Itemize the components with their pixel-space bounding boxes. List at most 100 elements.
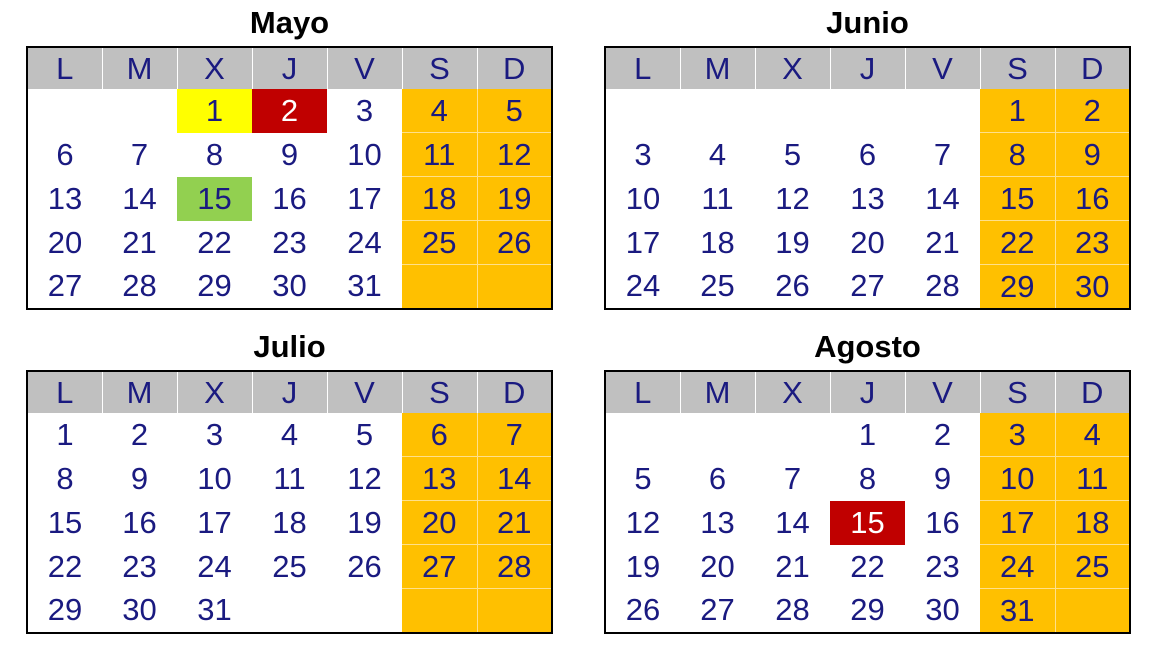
- day-cell: 9: [102, 456, 177, 501]
- day-cell: 20: [27, 220, 102, 265]
- day-cell: 5: [605, 456, 680, 501]
- day-cell: 25: [402, 220, 478, 265]
- month-grid: L M X J V S D 1 2 3 4 5 6 7 8 9 10 11 12 13 14 15 16 17 18 19 20 21…: [26, 46, 553, 310]
- month-title: Julio: [253, 329, 326, 364]
- day-cell: 27: [27, 264, 102, 309]
- day-cell: 10: [605, 176, 680, 221]
- weekday-header: D: [477, 371, 552, 413]
- day-cell: 26: [755, 264, 830, 309]
- week-row: 29 30 31: [27, 588, 552, 633]
- day-cell: 14: [102, 176, 177, 221]
- weekday-header: M: [102, 371, 178, 413]
- day-cell: 27: [402, 544, 478, 589]
- empty-day-cell: [755, 413, 830, 457]
- day-cell: 10: [327, 132, 402, 177]
- week-row: 27 28 29 30 31: [27, 264, 552, 309]
- day-cell: 22: [27, 544, 102, 589]
- day-cell: 31: [177, 588, 252, 633]
- day-cell: 17: [177, 500, 252, 545]
- day-cell: 25: [252, 544, 327, 589]
- week-row: 22 23 24 25 26 27 28: [27, 544, 552, 589]
- empty-day-cell: [402, 588, 478, 633]
- weekday-header: D: [1055, 371, 1130, 413]
- day-cell: 23: [252, 220, 327, 265]
- day-cell: 18: [252, 500, 327, 545]
- day-cell: 23: [102, 544, 177, 589]
- empty-day-cell: [905, 89, 980, 133]
- day-cell: 20: [680, 544, 755, 589]
- day-cell: 8: [830, 456, 905, 501]
- day-cell: 11: [252, 456, 327, 501]
- week-row: 24 25 26 27 28 29 30: [605, 264, 1130, 309]
- weekday-header: L: [605, 371, 681, 413]
- day-cell: 28: [755, 588, 830, 633]
- weekday-header: M: [680, 371, 756, 413]
- week-row: 5 6 7 8 9 10 11: [605, 456, 1130, 501]
- empty-day-cell: [830, 89, 905, 133]
- day-cell: 7: [755, 456, 830, 501]
- day-cell: 7: [905, 132, 980, 177]
- month-mayo: Mayo L M X J V S D 1 2 3 4 5 6 7 8 9 10 11 12 13 14 15 16 17 18 1…: [26, 3, 553, 310]
- day-cell: 26: [605, 588, 680, 633]
- day-cell: 13: [680, 500, 755, 545]
- week-row: 6 7 8 9 10 11 12: [27, 132, 552, 177]
- weekday-header: S: [980, 371, 1056, 413]
- day-cell: 13: [27, 176, 102, 221]
- weekday-header: V: [327, 47, 403, 89]
- day-cell: 20: [402, 500, 478, 545]
- month-agosto: Agosto L M X J V S D 1 2 3 4 5 6 7 8 9 10 11 12 13 14 15 16 17 1…: [604, 327, 1131, 634]
- day-cell: 10: [980, 456, 1056, 501]
- weekday-header: J: [252, 47, 328, 89]
- day-cell: 24: [177, 544, 252, 589]
- week-row: 19 20 21 22 23 24 25: [605, 544, 1130, 589]
- week-row: 10 11 12 13 14 15 16: [605, 176, 1130, 221]
- empty-day-cell: [680, 89, 755, 133]
- day-cell: 5: [477, 89, 552, 133]
- day-cell: 30: [102, 588, 177, 633]
- week-row: 17 18 19 20 21 22 23: [605, 220, 1130, 265]
- empty-day-cell: [605, 413, 680, 457]
- weekday-header: J: [252, 371, 328, 413]
- week-row: 12 13 14 15 16 17 18: [605, 500, 1130, 545]
- day-cell: 1: [980, 89, 1056, 133]
- weekday-header: L: [27, 47, 103, 89]
- day-cell: 25: [680, 264, 755, 309]
- day-cell: 9: [1055, 132, 1130, 177]
- day-cell: 1: [27, 413, 102, 457]
- day-cell: 15: [980, 176, 1056, 221]
- weekday-header: V: [905, 371, 981, 413]
- day-cell: 29: [830, 588, 905, 633]
- empty-day-cell: [477, 264, 552, 309]
- day-cell: 19: [755, 220, 830, 265]
- weekday-header: L: [605, 47, 681, 89]
- day-cell: 1: [830, 413, 905, 457]
- day-cell: 24: [980, 544, 1056, 589]
- day-cell: 27: [680, 588, 755, 633]
- day-cell: 3: [980, 413, 1056, 457]
- day-cell: 13: [830, 176, 905, 221]
- day-cell: 8: [177, 132, 252, 177]
- day-cell: 17: [605, 220, 680, 265]
- day-cell: 29: [177, 264, 252, 309]
- weekday-header: S: [980, 47, 1056, 89]
- day-cell: 23: [905, 544, 980, 589]
- week-row: 26 27 28 29 30 31: [605, 588, 1130, 633]
- day-cell: 17: [980, 500, 1056, 545]
- day-cell: 12: [327, 456, 402, 501]
- empty-day-cell: [402, 264, 478, 309]
- day-cell: 14: [477, 456, 552, 501]
- day-cell: 10: [177, 456, 252, 501]
- weekday-header: M: [680, 47, 756, 89]
- weekday-header: D: [1055, 47, 1130, 89]
- day-cell: 11: [680, 176, 755, 221]
- month-junio: Junio L M X J V S D 1 2 3 4 5 6 7 8 9 10 11 12 13 14 15 16 17 18…: [604, 3, 1131, 310]
- day-cell: 21: [102, 220, 177, 265]
- weekday-header: S: [402, 47, 478, 89]
- month-julio: Julio L M X J V S D 1 2 3 4 5 6 7 8 9 10 11 12 13 14 15 16 17 18…: [26, 327, 553, 634]
- week-row: 15 16 17 18 19 20 21: [27, 500, 552, 545]
- day-cell: 7: [102, 132, 177, 177]
- day-cell: 11: [1055, 456, 1130, 501]
- day-cell: 15: [177, 176, 252, 221]
